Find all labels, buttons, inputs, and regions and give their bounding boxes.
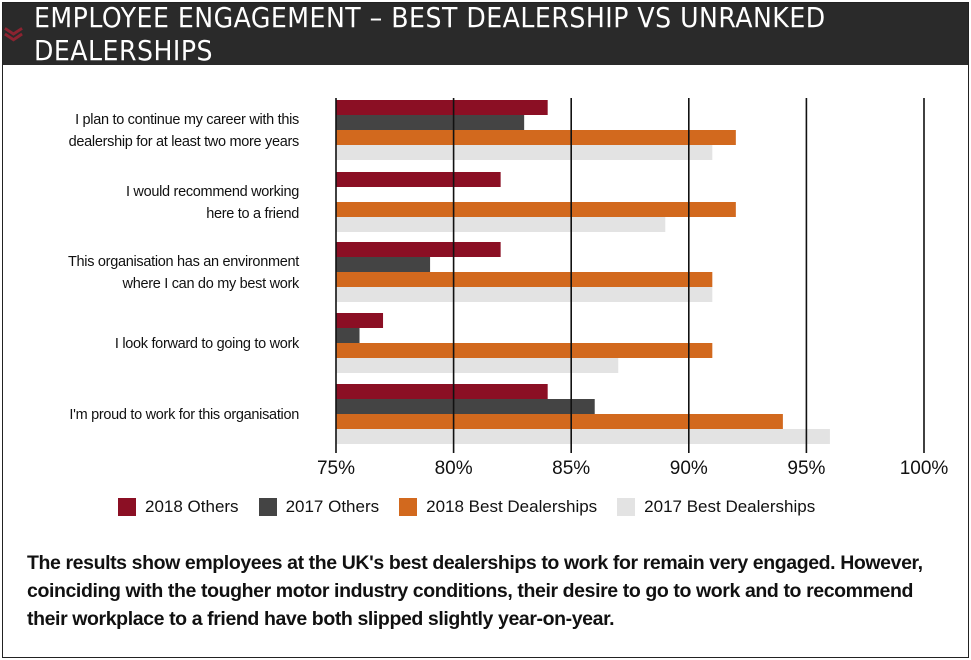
category-label: dealership for at least two more years [69,134,299,150]
legend-label: 2018 Others [145,497,239,516]
legend-label: 2018 Best Dealerships [426,497,598,516]
bar [336,202,736,217]
bar [336,287,713,302]
legend-item: 2018 Others [118,497,239,517]
category-label: This organisation has an environment [68,254,299,270]
bar [336,172,501,187]
legend-item: 2017 Best Dealerships [617,497,815,517]
x-tick-label: 90% [670,458,708,479]
category-label: I look forward to going to work [115,336,300,352]
x-tick-label: 100% [900,458,949,479]
legend: 2018 Others 2017 Others 2018 Best Dealersh… [118,497,835,517]
bar [336,217,666,232]
bar [336,343,713,358]
bar [336,257,431,272]
double-chevron-down-icon [4,27,23,42]
legend-swatch [258,498,277,516]
category-label: where I can do my best work [122,276,300,292]
x-tick-label: 75% [317,458,355,479]
title-bar: EMPLOYEE ENGAGEMENT – BEST DEALERSHIP VS… [3,2,968,67]
x-tick-label: 80% [435,458,473,479]
caption: The results show employees at the UK's b… [27,552,923,630]
bar [336,399,595,414]
legend-swatch [399,498,418,516]
legend-label: 2017 Others [285,497,380,516]
bar [336,100,548,115]
bar [336,313,384,328]
category-label: I'm proud to work for this organisation [69,407,299,423]
bar [336,414,783,429]
bar [336,429,830,444]
bar [336,145,713,160]
legend-swatch [118,498,136,516]
x-tick-label: 95% [787,458,825,479]
bar [336,384,548,399]
bar [336,272,713,287]
category-label: I plan to continue my career with this [75,112,299,128]
legend-label: 2017 Best Dealerships [644,497,816,516]
x-tick-label: 85% [552,458,590,479]
bar [336,358,619,373]
bar [336,242,501,257]
legend-item: 2018 Best Dealerships [399,497,597,517]
category-label: I would recommend working [126,184,299,200]
bar [336,115,525,130]
bar [336,328,360,343]
chart-title: EMPLOYEE ENGAGEMENT – BEST DEALERSHIP VS… [33,2,826,67]
bar-chart: 75% 80% 85% 90% 95% 100% I plan to continue my… [68,98,949,479]
bar [336,130,736,145]
category-label: here to a friend [206,206,299,222]
legend-item: 2017 Others [258,497,380,517]
legend-swatch [617,498,636,516]
